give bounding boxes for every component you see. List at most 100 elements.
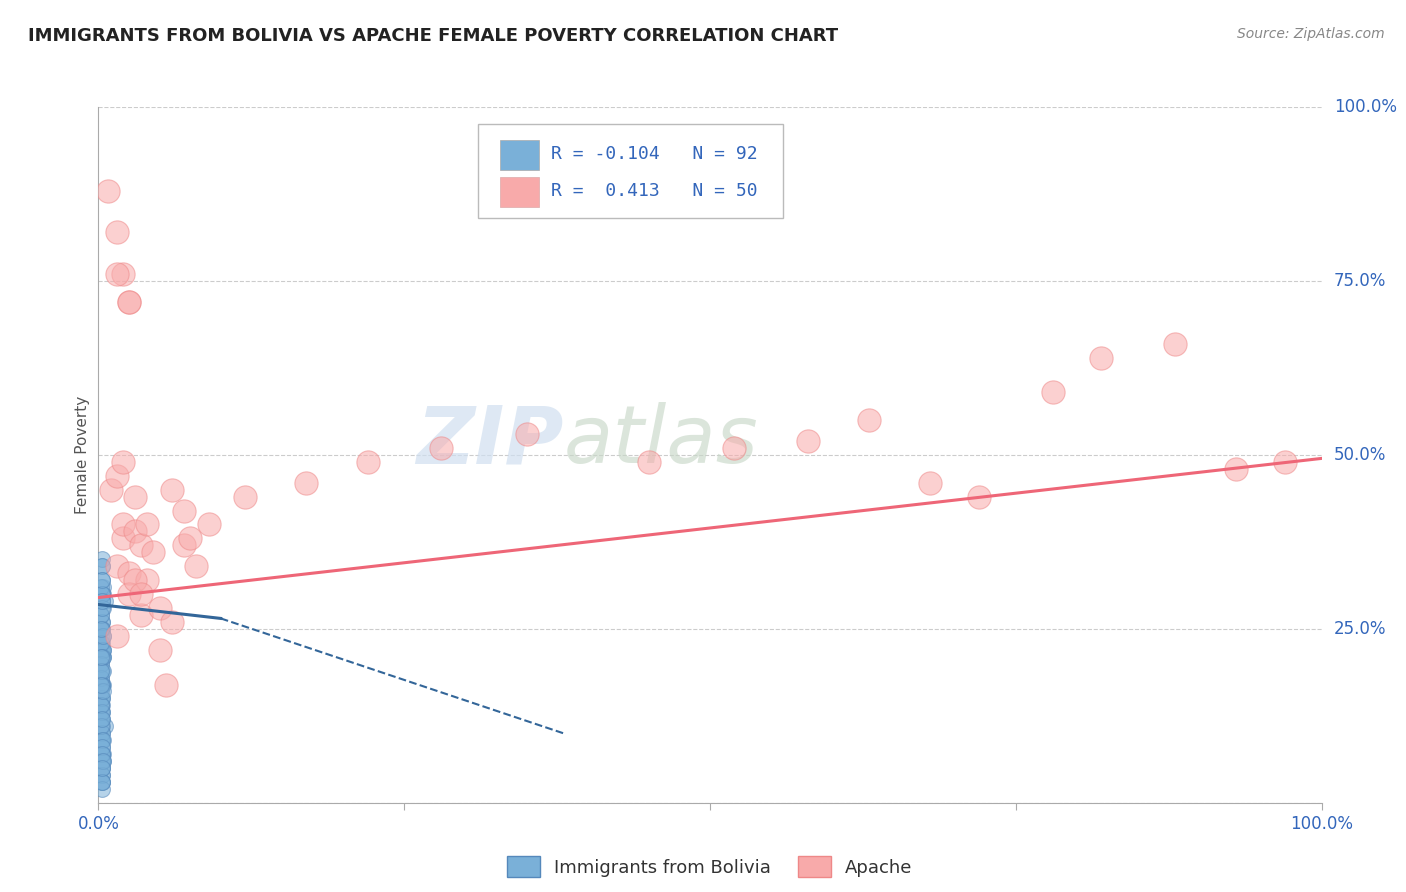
Point: [91, 740, 114, 755]
Point: [91, 615, 114, 629]
Point: [858, 413, 880, 427]
Point: [91, 573, 114, 587]
Point: [91, 642, 114, 657]
Point: [105, 267, 128, 281]
Point: [91, 733, 114, 747]
Text: IMMIGRANTS FROM BOLIVIA VS APACHE FEMALE POVERTY CORRELATION CHART: IMMIGRANTS FROM BOLIVIA VS APACHE FEMALE…: [28, 27, 838, 45]
Point: [118, 587, 141, 601]
Point: [91, 677, 114, 691]
Point: [90, 664, 112, 678]
Point: [91, 587, 114, 601]
Point: [91, 775, 114, 789]
Text: R =  0.413   N = 50: R = 0.413 N = 50: [551, 182, 758, 200]
Point: [90, 712, 112, 726]
Point: [179, 532, 201, 546]
Point: [91, 691, 114, 706]
Point: [90, 698, 112, 713]
Point: [91, 587, 114, 601]
Point: [91, 726, 114, 740]
Point: [91, 649, 114, 664]
Point: [91, 642, 114, 657]
FancyBboxPatch shape: [499, 140, 538, 169]
Point: [118, 566, 141, 581]
Point: [91, 649, 114, 664]
FancyBboxPatch shape: [499, 177, 538, 207]
Point: [90, 607, 112, 622]
Point: [91, 677, 114, 691]
Point: [90, 629, 112, 643]
Point: [90, 671, 112, 685]
Text: 25.0%: 25.0%: [1334, 620, 1386, 638]
Point: [118, 294, 141, 309]
Point: [91, 726, 114, 740]
Point: [91, 712, 114, 726]
Point: [90, 657, 112, 671]
Point: [91, 775, 114, 789]
Point: [91, 747, 114, 761]
Point: [723, 441, 745, 455]
Text: atlas: atlas: [564, 402, 758, 480]
Point: [160, 483, 183, 497]
Point: [1042, 385, 1064, 400]
Point: [91, 754, 114, 768]
Point: [91, 781, 114, 796]
Point: [91, 754, 114, 768]
Point: [90, 677, 112, 691]
Point: [142, 545, 165, 559]
Point: [91, 733, 114, 747]
Point: [90, 671, 112, 685]
Text: 100.0%: 100.0%: [1334, 98, 1398, 116]
Point: [91, 698, 114, 713]
Point: [91, 747, 114, 761]
Text: R = -0.104   N = 92: R = -0.104 N = 92: [551, 145, 758, 163]
Point: [90, 636, 112, 650]
Point: [91, 601, 114, 615]
Point: [920, 475, 942, 490]
Point: [91, 587, 114, 601]
Point: [186, 559, 208, 574]
Point: [91, 552, 114, 566]
Point: [90, 649, 112, 664]
Point: [91, 775, 114, 789]
Point: [91, 622, 114, 636]
Point: [124, 490, 146, 504]
FancyBboxPatch shape: [478, 124, 783, 219]
Point: [111, 455, 134, 469]
Point: [93, 719, 115, 733]
Point: [91, 636, 114, 650]
Point: [91, 573, 114, 587]
Point: [91, 733, 114, 747]
Point: [173, 503, 195, 517]
Point: [105, 468, 128, 483]
Point: [797, 434, 820, 448]
Point: [91, 761, 114, 775]
Point: [105, 225, 128, 239]
Point: [91, 642, 114, 657]
Point: [91, 677, 114, 691]
Point: [149, 601, 172, 615]
Point: [91, 761, 114, 775]
Point: [105, 559, 128, 574]
Point: [124, 573, 146, 587]
Point: [91, 768, 114, 782]
Point: [100, 483, 122, 497]
Point: [91, 747, 114, 761]
Point: [90, 607, 112, 622]
Point: [93, 594, 115, 608]
Point: [91, 601, 114, 615]
Point: [967, 490, 990, 504]
Point: [91, 761, 114, 775]
Point: [91, 622, 114, 636]
Text: ZIP: ZIP: [416, 402, 564, 480]
Point: [91, 733, 114, 747]
Point: [91, 580, 114, 594]
Point: [155, 677, 177, 691]
Point: [91, 747, 114, 761]
Point: [91, 740, 114, 755]
Text: 50.0%: 50.0%: [1334, 446, 1386, 464]
Point: [160, 615, 183, 629]
Point: [637, 455, 661, 469]
Point: [90, 684, 112, 698]
Point: [97, 184, 120, 198]
Point: [111, 532, 134, 546]
